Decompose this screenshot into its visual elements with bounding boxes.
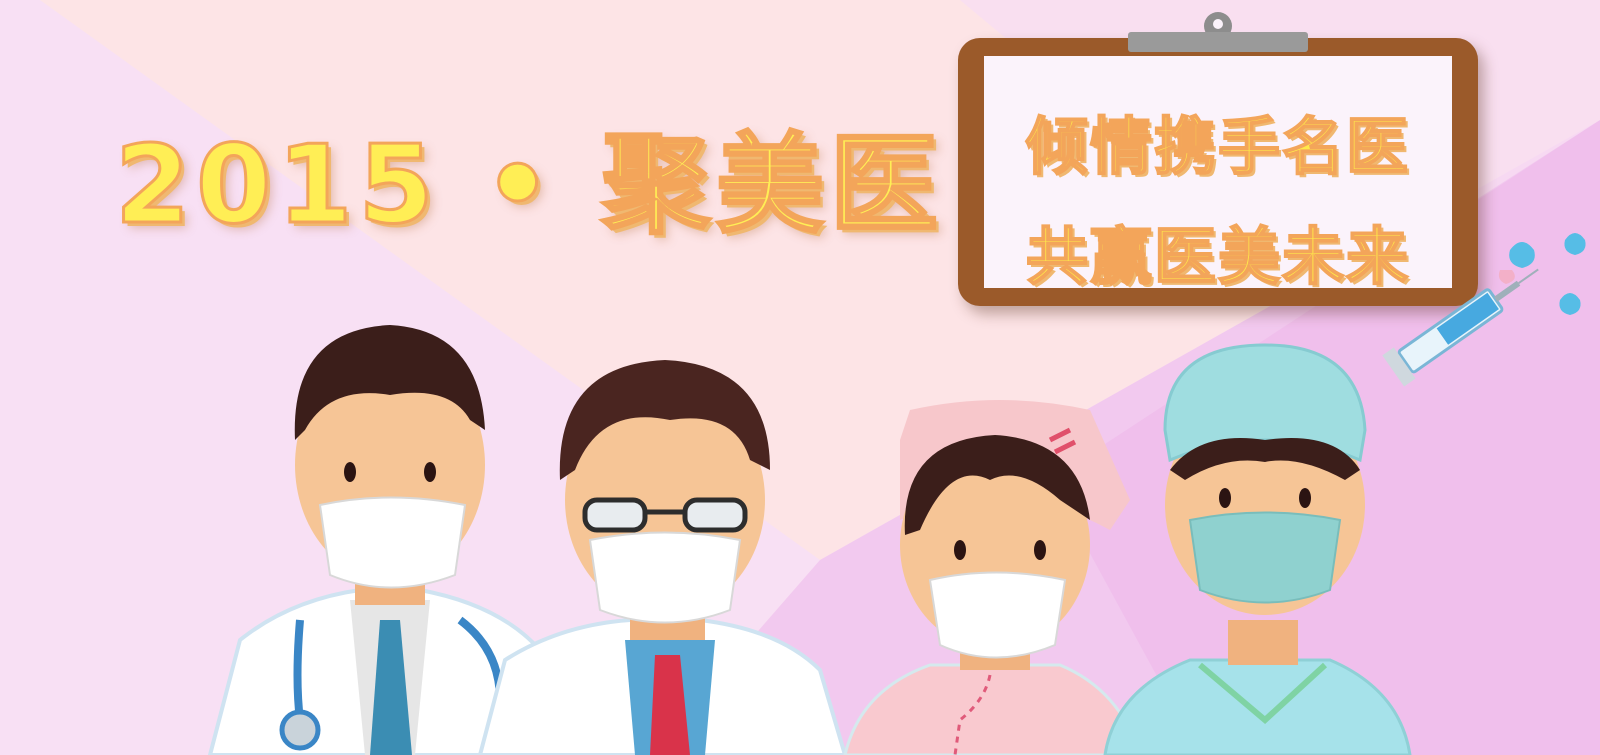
water-drop-icon — [1498, 270, 1515, 284]
nurse-in-cap — [843, 400, 1142, 755]
slogan-line-1: 倾情携手名医 — [1025, 109, 1410, 184]
clipboard-icon — [1128, 12, 1308, 52]
headline-title: 2015 • 聚美医 — [114, 122, 944, 250]
surgeon-in-scrubs — [1103, 343, 1412, 755]
doctor-with-stethoscope — [207, 325, 563, 755]
water-drop-icon — [1509, 242, 1535, 268]
syringe-icon — [1382, 268, 1539, 387]
clipboard-paper: 倾情携手名医 共赢医美未来 — [984, 56, 1452, 294]
water-drop-icon — [1559, 293, 1581, 315]
clipboard-sign: 倾情携手名医 共赢医美未来 — [958, 12, 1478, 306]
doctor-with-glasses — [477, 360, 848, 755]
slogan-line-2: 共赢医美未来 — [1025, 219, 1410, 294]
water-drop-icon — [1564, 233, 1586, 255]
